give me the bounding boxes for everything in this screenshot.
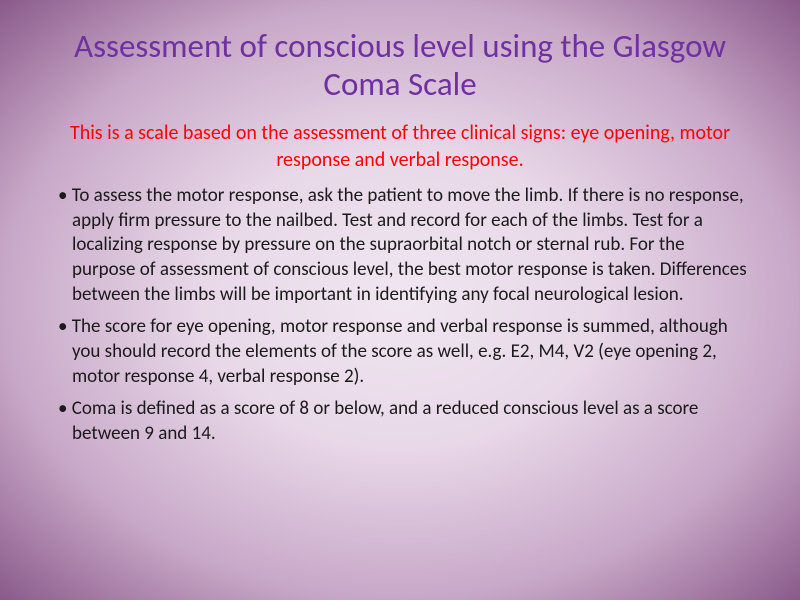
bullet-item: The score for eye opening, motor respons…: [48, 315, 752, 389]
slide-subtitle: This is a scale based on the assessment …: [48, 120, 752, 174]
slide-title: Assessment of conscious level using the …: [48, 28, 752, 104]
bullet-list: To assess the motor response, ask the pa…: [48, 184, 752, 447]
slide: Assessment of conscious level using the …: [0, 0, 800, 600]
bullet-item: Coma is defined as a score of 8 or below…: [48, 397, 752, 446]
bullet-item: To assess the motor response, ask the pa…: [48, 184, 752, 307]
